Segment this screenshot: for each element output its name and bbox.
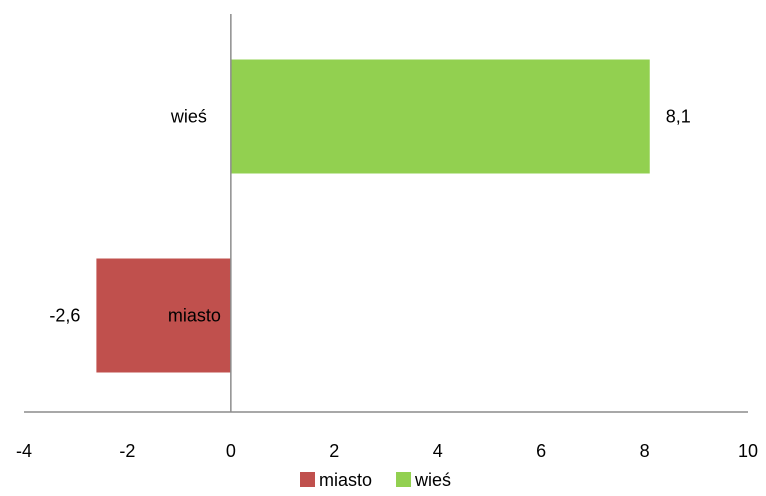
legend-label: wieś [414,470,451,490]
x-tick-label: 8 [640,441,650,461]
x-tick-label: -4 [16,441,32,461]
x-tick-label: 6 [536,441,546,461]
legend-swatch [396,472,412,487]
bars-layer [96,59,650,373]
legend-swatch [300,472,315,487]
x-tick-label: 4 [433,441,443,461]
legend-label: miasto [319,470,372,490]
labels-layer: miasto -2,6 wieś 8,1 [49,107,690,326]
x-tick-label: -2 [119,441,135,461]
data-label: -2,6 [49,306,80,326]
bar-wies [230,59,650,174]
data-label: 8,1 [666,107,691,127]
category-label: wieś [170,107,207,127]
x-tick-labels: -4 -2 0 2 4 6 8 10 [16,441,758,461]
category-label: miasto [168,306,221,326]
axes-layer [24,14,748,413]
x-tick-label: 0 [226,441,236,461]
x-tick-label: 2 [329,441,339,461]
legend: miasto wieś [300,470,451,490]
bar-miasto [96,258,231,373]
x-tick-label: 10 [738,441,758,461]
